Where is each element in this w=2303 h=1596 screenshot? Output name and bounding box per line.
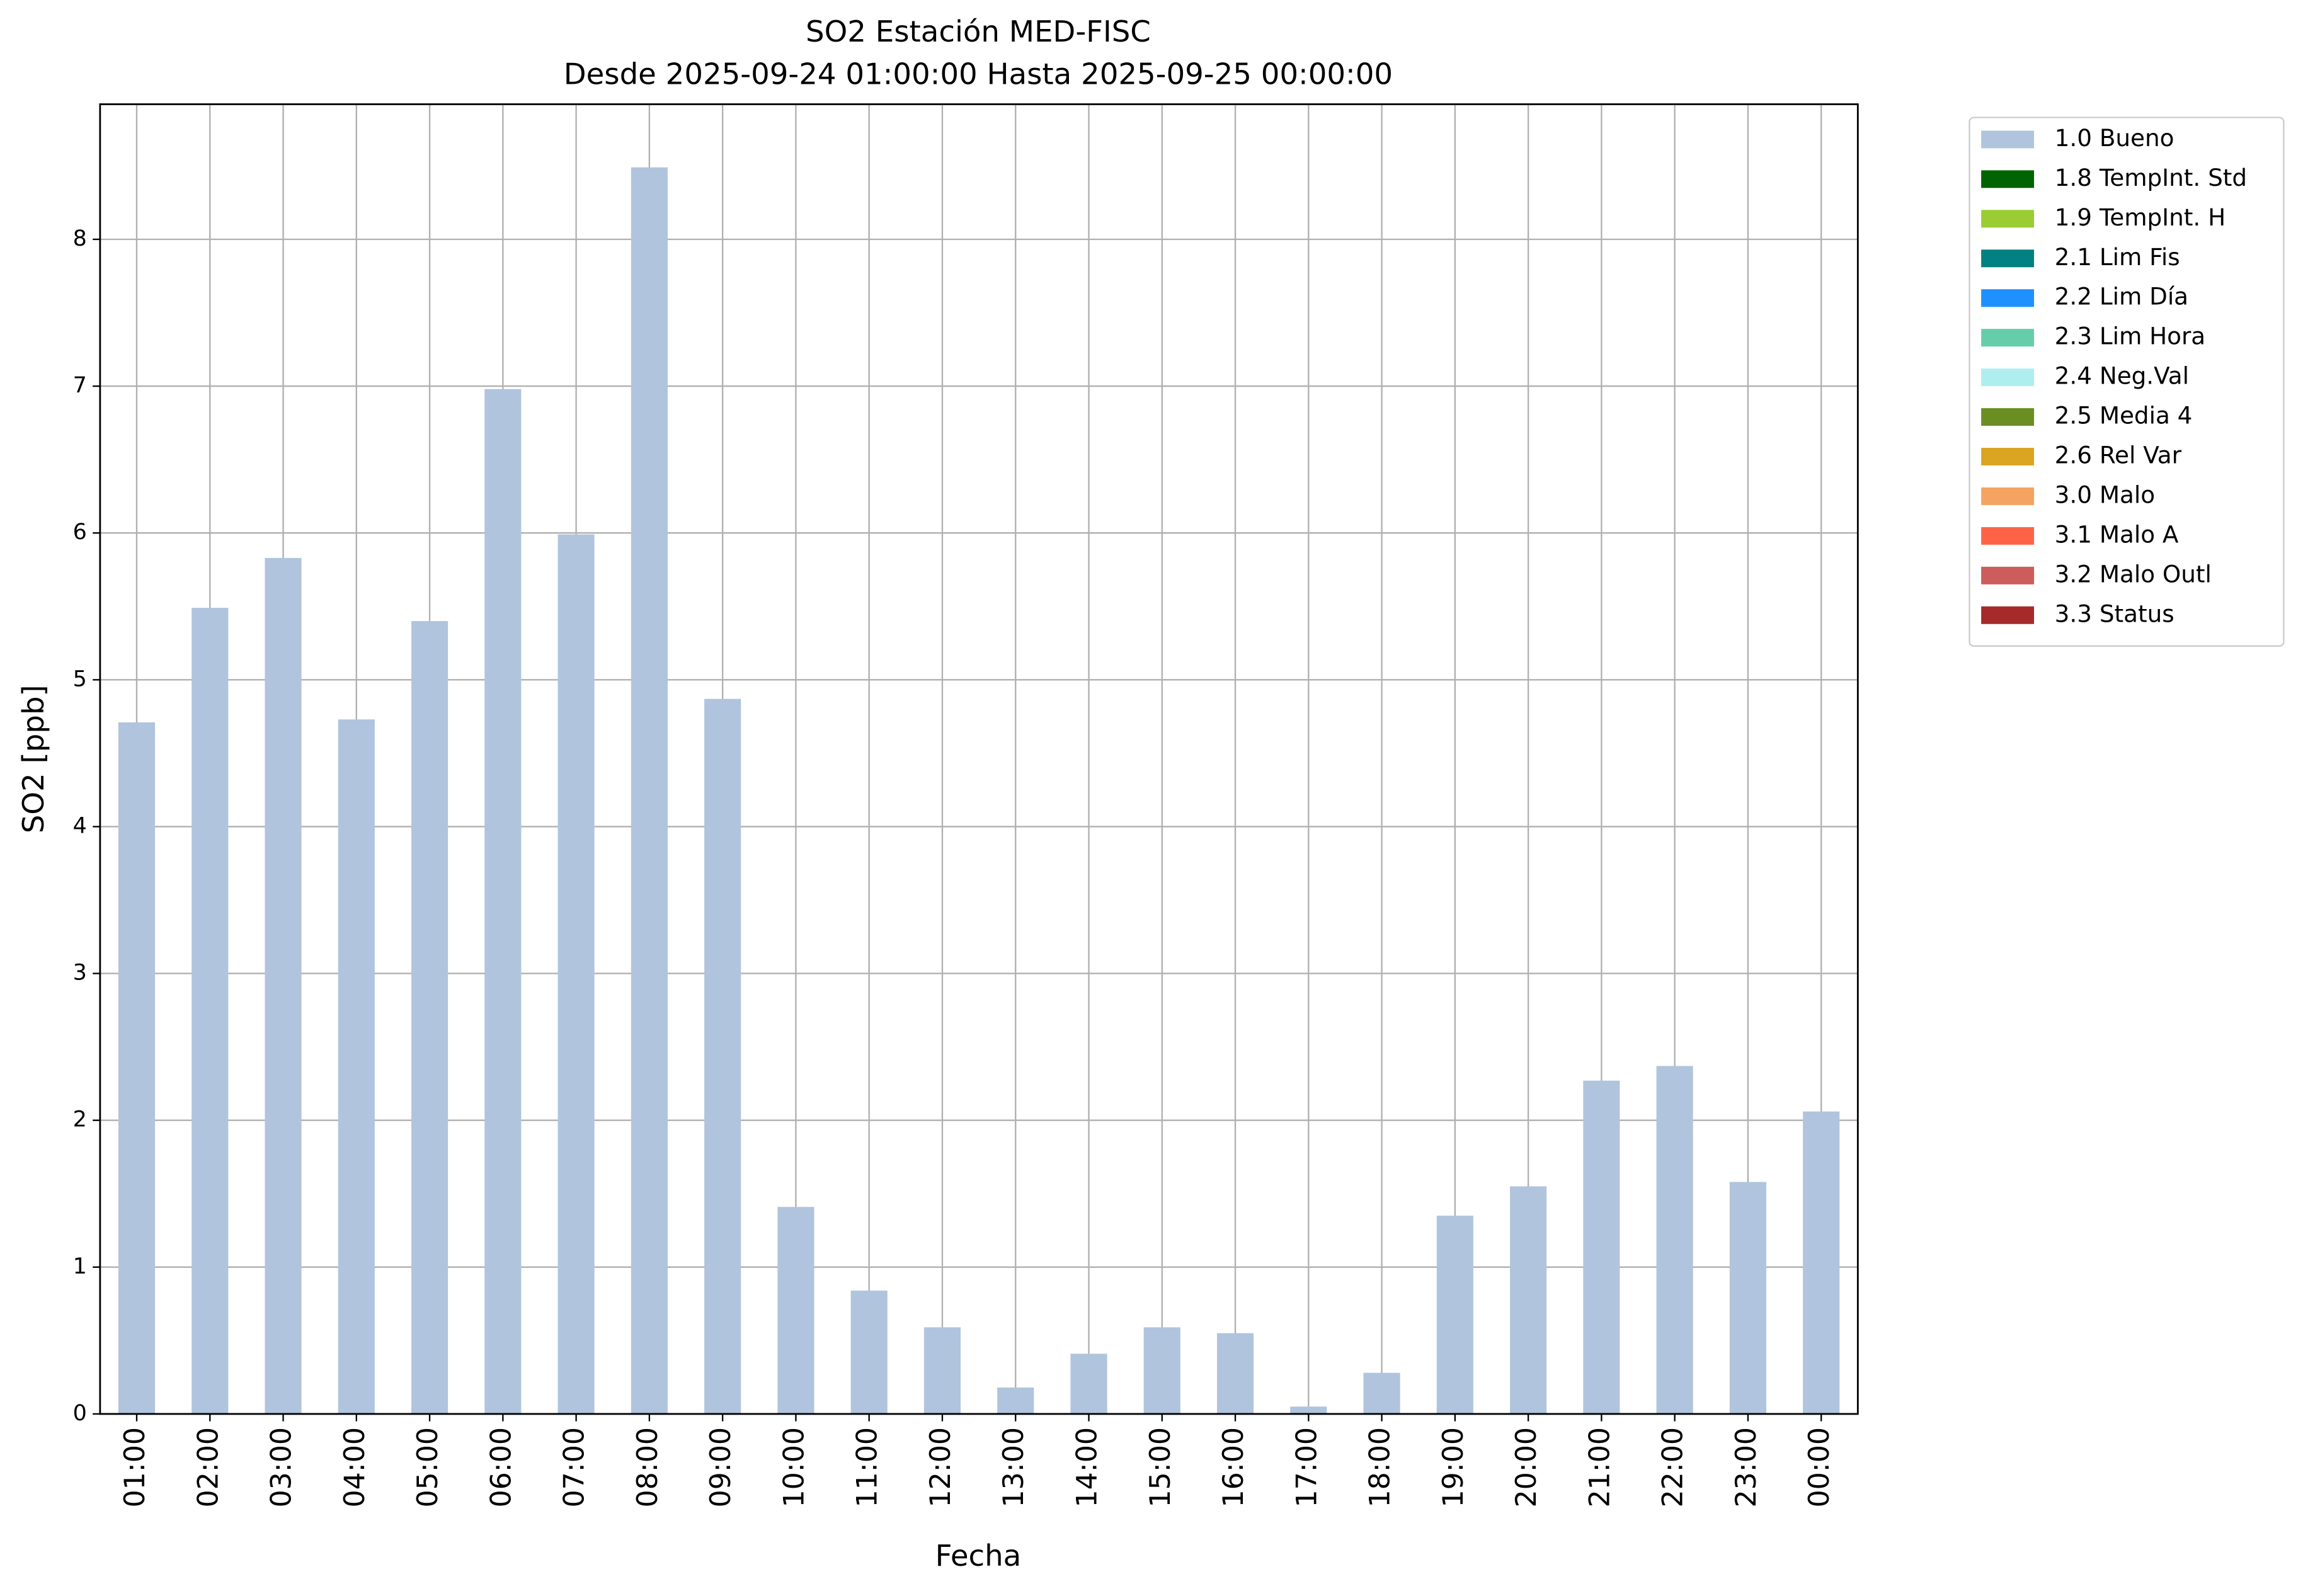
legend-swatch — [1981, 606, 2035, 624]
legend-swatch — [1981, 210, 2035, 228]
legend-swatch — [1981, 487, 2035, 505]
x-tick-label: 03:00 — [266, 1427, 298, 1508]
legend-label: 3.2 Malo Outl — [2055, 560, 2212, 588]
x-tick-label: 06:00 — [485, 1427, 517, 1508]
bar — [338, 719, 375, 1414]
x-tick-label: 11:00 — [852, 1427, 884, 1508]
x-tick-label: 10:00 — [778, 1427, 810, 1508]
legend-swatch — [1981, 527, 2035, 545]
legend-swatch — [1981, 408, 2035, 426]
legend-swatch — [1981, 289, 2035, 307]
bar — [557, 534, 595, 1414]
plot-frame — [99, 103, 1859, 1415]
bar — [923, 1327, 961, 1414]
y-tick-label: 3 — [73, 960, 87, 986]
bar — [1656, 1066, 1693, 1414]
legend-box — [1969, 117, 2285, 647]
y-tick-label: 4 — [73, 813, 87, 838]
bar — [631, 167, 668, 1414]
legend-label: 1.9 TempInt. H — [2055, 203, 2226, 231]
legend-label: 2.2 Lim Día — [2055, 283, 2188, 311]
x-tick-label: 04:00 — [339, 1427, 371, 1508]
legend-swatch — [1981, 368, 2035, 387]
legend-label: 2.6 Rel Var — [2055, 441, 2182, 469]
legend-swatch — [1981, 329, 2035, 347]
legend-label: 3.1 Malo A — [2055, 520, 2179, 548]
bar — [1290, 1406, 1327, 1414]
legend-label: 3.0 Malo — [2055, 481, 2155, 508]
bar — [997, 1387, 1034, 1414]
bar — [1143, 1327, 1180, 1414]
x-tick-label: 01:00 — [119, 1427, 151, 1508]
bar — [1510, 1186, 1547, 1414]
x-tick-label: 17:00 — [1291, 1427, 1323, 1508]
x-tick-label: 12:00 — [925, 1427, 957, 1508]
x-tick-label: 13:00 — [998, 1427, 1030, 1508]
x-tick-label: 15:00 — [1145, 1427, 1177, 1508]
y-tick-label: 0 — [73, 1401, 87, 1426]
x-tick-label: 23:00 — [1730, 1427, 1763, 1508]
y-axis-label: SO2 [ppb] — [16, 685, 50, 833]
legend-label: 1.8 TempInt. Std — [2055, 164, 2247, 191]
bar — [850, 1291, 888, 1414]
x-tick-label: 19:00 — [1437, 1427, 1470, 1508]
legend-swatch — [1981, 170, 2035, 188]
y-tick-label: 7 — [73, 373, 87, 398]
legend-swatch — [1981, 566, 2035, 584]
bar — [411, 621, 449, 1414]
x-tick-label: 16:00 — [1218, 1427, 1250, 1508]
x-tick-label: 21:00 — [1584, 1427, 1616, 1508]
legend-label: 1.0 Bueno — [2055, 124, 2174, 152]
bar — [118, 722, 156, 1414]
bar — [777, 1207, 814, 1414]
y-tick-label: 8 — [73, 226, 87, 251]
bar — [1803, 1111, 1840, 1414]
y-tick-label: 6 — [73, 520, 87, 545]
x-tick-label: 07:00 — [559, 1427, 591, 1508]
legend-swatch — [1981, 448, 2035, 465]
bar — [484, 389, 522, 1414]
x-axis-label: Fecha — [935, 1539, 1022, 1573]
x-tick-label: 22:00 — [1657, 1427, 1689, 1508]
y-tick-label: 1 — [73, 1254, 87, 1279]
bar — [1583, 1080, 1620, 1414]
legend-label: 2.5 Media 4 — [2055, 402, 2193, 430]
bar — [704, 698, 741, 1414]
bar — [265, 557, 302, 1414]
bar — [1216, 1333, 1254, 1414]
x-tick-label: 18:00 — [1364, 1427, 1397, 1508]
bar — [1729, 1182, 1766, 1414]
legend-label: 2.4 Neg.Val — [2055, 362, 2189, 390]
chart-subtitle: Desde 2025-09-24 01:00:00 Hasta 2025-09-… — [564, 57, 1393, 91]
x-tick-label: 02:00 — [192, 1427, 224, 1508]
x-tick-label: 14:00 — [1071, 1427, 1103, 1508]
legend-label: 3.3 Status — [2055, 600, 2174, 627]
legend-label: 2.1 Lim Fis — [2055, 243, 2180, 271]
y-tick-label: 2 — [73, 1107, 87, 1132]
x-tick-label: 08:00 — [632, 1427, 664, 1508]
bar — [1363, 1372, 1400, 1414]
bar — [1070, 1354, 1107, 1414]
x-tick-label: 20:00 — [1511, 1427, 1543, 1508]
bar — [1436, 1216, 1473, 1414]
bar — [191, 608, 229, 1414]
legend-label: 2.3 Lim Hora — [2055, 322, 2205, 350]
x-tick-label: 09:00 — [705, 1427, 737, 1508]
legend-swatch — [1981, 249, 2035, 268]
x-tick-label: 00:00 — [1803, 1427, 1836, 1508]
legend-swatch — [1981, 130, 2035, 149]
x-tick-label: 05:00 — [412, 1427, 444, 1508]
y-tick-label: 5 — [73, 666, 87, 692]
chart-title: SO2 Estación MED-FISC — [806, 14, 1151, 48]
